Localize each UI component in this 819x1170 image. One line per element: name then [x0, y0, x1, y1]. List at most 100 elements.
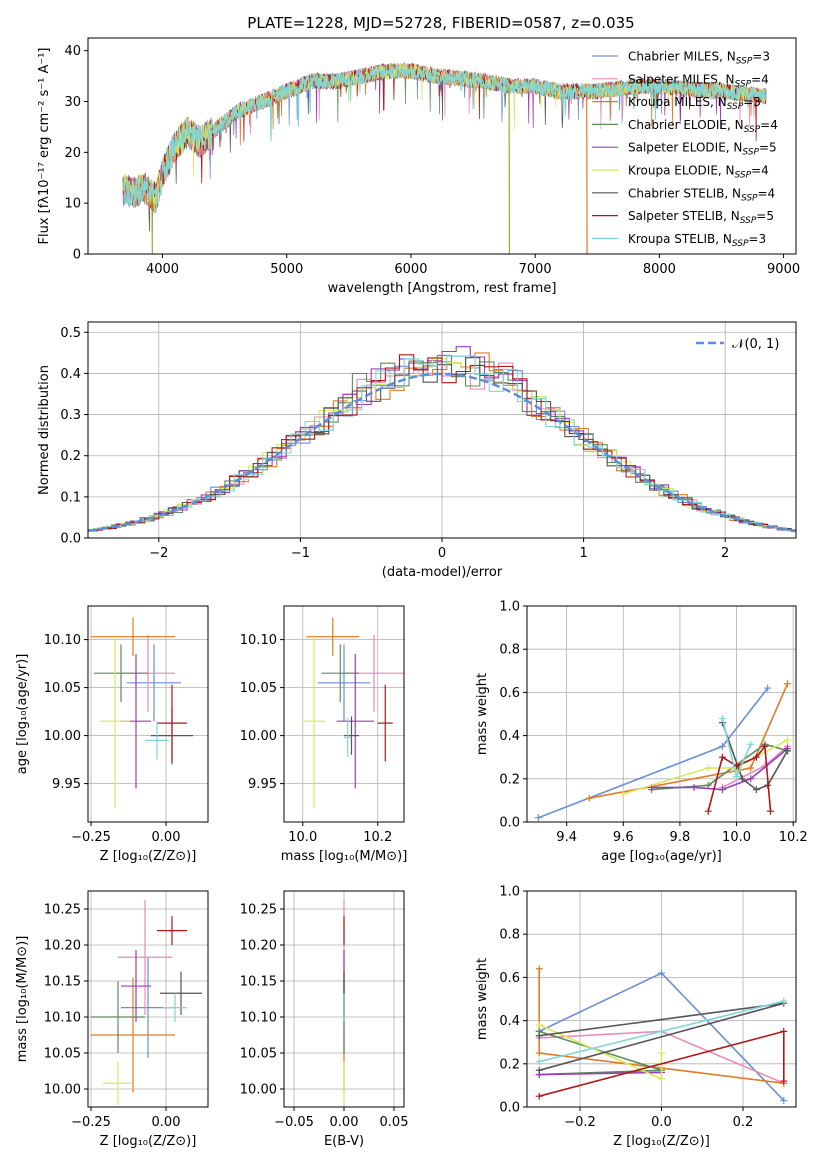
x-tick-label: 0.00	[330, 1115, 359, 1130]
error-bar-point	[91, 977, 175, 1093]
spectrum-line	[123, 64, 766, 213]
x-axis-label: Z [log₁₀(Z/Z⊙)]	[613, 1134, 710, 1149]
mass-weight-marker	[535, 1032, 543, 1040]
axes-frame	[87, 37, 797, 255]
mass-weight-marker	[535, 1066, 543, 1074]
y-tick-label: 10.05	[44, 1047, 81, 1062]
error-bar-point	[100, 634, 130, 808]
mass-weight-marker	[752, 753, 760, 761]
mass-weight-marker	[780, 1027, 788, 1035]
mass-weight-marker	[534, 814, 542, 822]
mass-weight-marker	[619, 790, 627, 798]
legend-tail: =4	[760, 118, 778, 132]
y-tick-label: 10.00	[44, 1083, 81, 1098]
legend-tail: =4	[751, 72, 769, 86]
mass-weight-marker	[718, 714, 726, 722]
y-tick-label: 0.0	[499, 816, 520, 831]
error-bar-point	[344, 718, 352, 757]
mass-weight-marker	[780, 997, 788, 1005]
y-tick-label: 0.2	[60, 449, 81, 464]
axes-frame	[87, 605, 209, 823]
legend-subscript: SSP	[736, 57, 753, 67]
legend-name: Salpeter ELODIE, N	[628, 141, 742, 155]
mass-weight-marker	[658, 1049, 665, 1057]
x-tick-label: 1	[579, 546, 587, 561]
y-tick-label: 10	[64, 197, 81, 212]
y-tick-label: 10.00	[44, 729, 81, 744]
y-tick-label: 10.05	[240, 681, 277, 696]
mass-weight-marker	[535, 1092, 543, 1100]
plot-area	[122, 61, 767, 254]
x-tick-label: 0.2	[733, 1115, 754, 1130]
legend-subscript: SSP	[732, 239, 749, 249]
x-tick-label: 0	[438, 546, 446, 561]
y-tick-label: 10.05	[240, 1047, 277, 1062]
x-tick-label: 7000	[519, 262, 552, 277]
mass-weight-marker	[767, 807, 775, 815]
error-bar-point	[145, 721, 169, 760]
y-tick-label: 10.10	[44, 633, 81, 648]
legend-name: Chabrier STELIB, N	[628, 186, 741, 200]
y-axis-label: Normed distribution	[37, 365, 52, 495]
y-tick-label: 40	[64, 44, 81, 59]
x-axis-label: mass [log₁₀(M/M⊙)]	[281, 849, 408, 864]
legend-tail: =3	[752, 50, 770, 64]
x-tick-label: −0.25	[71, 830, 111, 845]
mass-vs-metallicity-panel: −0.25 0.00 10.00 10.05 10.10 10.15 10.20 10.25 Z…	[15, 890, 209, 1149]
x-tick-label: −0.2	[564, 1115, 596, 1130]
error-bar-point	[163, 993, 187, 1023]
error-bar-point	[317, 644, 371, 722]
x-tick-label: −1	[291, 546, 310, 561]
legend-tail: =3	[743, 95, 761, 109]
y-tick-label: 0.1	[60, 490, 81, 505]
mass-weight-marker	[718, 742, 726, 750]
plot-area	[88, 346, 796, 533]
legend-tail: =4	[751, 164, 769, 178]
legend-name: Salpeter MILES, N	[628, 72, 735, 86]
y-axis-label: Flux [fλ10⁻¹⁷ erg cm⁻² s⁻¹ A⁻¹]	[37, 48, 52, 245]
error-bar-point	[94, 644, 148, 702]
mass-weight-marker	[747, 764, 755, 772]
mass-weight-line	[539, 1071, 662, 1076]
error-bar-point	[121, 950, 151, 1023]
x-axis-label: Z [log₁₀(Z/Z⊙)]	[100, 849, 197, 864]
x-tick-label: −0.25	[71, 1115, 111, 1130]
legend-entry: Chabrier STELIB, NSSP=4	[628, 186, 775, 203]
legend-entry: Kroupa STELIB, NSSP=3	[628, 232, 766, 249]
massweight-vs-metallicity-panel: −0.2 0.0 0.2 0.0 0.2 0.4 0.6 0.8 1.0 Z [log₁₀(Z/Z…	[475, 885, 797, 1149]
legend-subscript: SSP	[742, 148, 759, 158]
x-tick-label: 5000	[270, 262, 303, 277]
y-tick-label: 10.20	[44, 939, 81, 954]
mass-weight-marker	[784, 747, 792, 755]
y-tick-label: 10.00	[240, 1083, 277, 1098]
error-bar-point	[377, 684, 393, 762]
x-tick-label: 0.00	[152, 830, 181, 845]
age-vs-mass-panel: 10.0 10.2 9.95 10.00 10.05 10.10 mass [log₁₀(M…	[240, 605, 408, 864]
mass-weight-marker	[535, 1021, 543, 1029]
x-axis-label: age [log₁₀(age/yr)]	[601, 849, 722, 864]
legend-entry: Kroupa MILES, NSSP=3	[628, 95, 761, 112]
y-tick-label: 0.6	[499, 686, 520, 701]
legend-entry: Kroupa ELODIE, NSSP=4	[628, 164, 769, 181]
legend-subscript: SSP	[741, 193, 758, 203]
legend-name: Kroupa ELODIE, N	[628, 164, 735, 178]
legend-tail: =3	[748, 232, 766, 246]
legend-entry: Salpeter STELIB, NSSP=5	[628, 209, 774, 226]
x-tick-label: 9000	[767, 262, 800, 277]
legend-name: Kroupa STELIB, N	[628, 232, 732, 246]
legend-subscript: SSP	[744, 125, 761, 135]
mass-weight-marker	[780, 1077, 788, 1085]
y-tick-label: 1.0	[499, 600, 520, 615]
y-tick-label: 0.4	[499, 729, 520, 744]
x-axis-label: E(B-V)	[324, 1134, 364, 1149]
legend-name: Chabrier MILES, N	[628, 50, 736, 64]
y-tick-label: 10.20	[240, 939, 277, 954]
mass-weight-marker	[704, 781, 712, 789]
y-tick-label: 0.4	[499, 1014, 520, 1029]
histogram-step	[92, 357, 796, 531]
y-tick-label: 0.3	[60, 408, 81, 423]
mass-weight-marker	[718, 753, 726, 761]
mass-weight-marker	[752, 786, 760, 794]
mass-weight-marker	[747, 775, 755, 783]
